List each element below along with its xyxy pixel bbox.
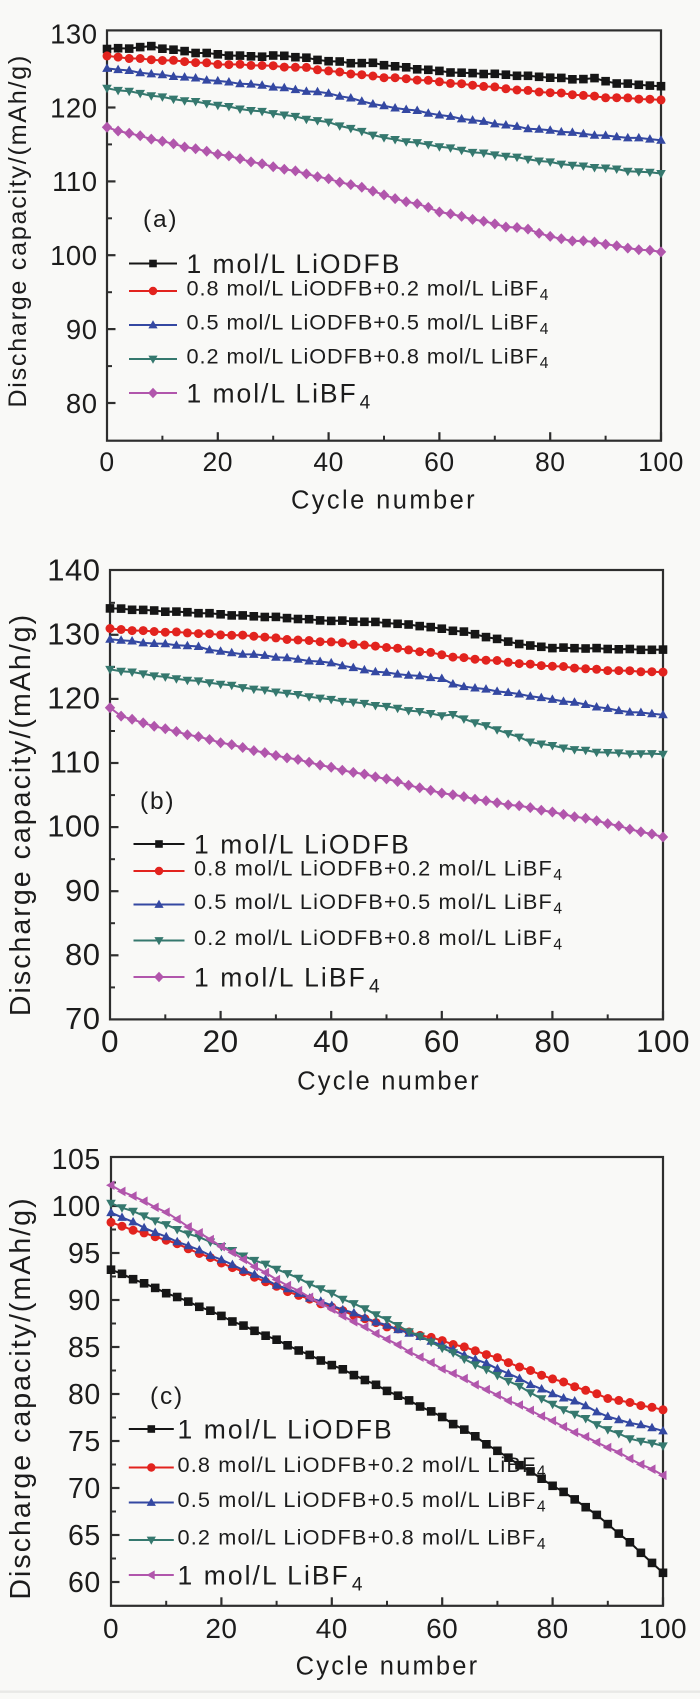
svg-text:100: 100 — [47, 809, 100, 844]
svg-text:(b): (b) — [140, 788, 175, 815]
svg-text:95: 95 — [68, 1238, 101, 1270]
svg-text:65: 65 — [68, 1520, 101, 1552]
svg-text:120: 120 — [50, 92, 97, 123]
svg-text:90: 90 — [68, 1285, 101, 1317]
svg-text:40: 40 — [313, 1023, 349, 1059]
svg-text:0: 0 — [103, 1613, 119, 1644]
svg-text:80: 80 — [66, 388, 98, 419]
svg-text:80: 80 — [537, 1613, 569, 1644]
svg-text:20: 20 — [205, 1613, 237, 1644]
svg-text:Cycle number: Cycle number — [291, 487, 477, 515]
svg-text:(c): (c) — [150, 1383, 184, 1410]
svg-text:110: 110 — [52, 166, 97, 197]
svg-text:90: 90 — [65, 873, 100, 908]
svg-text:140: 140 — [47, 552, 100, 587]
svg-text:0: 0 — [101, 1023, 119, 1059]
svg-text:1 mol/L LiBF4: 1 mol/L LiBF 4 — [194, 963, 382, 998]
svg-text:(a): (a) — [143, 206, 178, 233]
svg-text:0.5 mol/L LiODFB+0.5 mol/L LiB: 0.5 mol/L LiODFB+0.5 mol/L LiBF4 — [187, 310, 550, 339]
svg-text:0.8 mol/L LiODFB+0.2 mol/L LiB: 0.8 mol/L LiODFB+0.2 mol/L LiBF4 — [194, 856, 563, 885]
svg-text:80: 80 — [534, 1023, 570, 1059]
svg-text:Discharge capacity/(mAh/g): Discharge capacity/(mAh/g) — [5, 613, 37, 1016]
svg-text:20: 20 — [203, 1023, 239, 1059]
svg-text:80: 80 — [65, 937, 100, 972]
svg-text:Discharge capacity/(mAh/g): Discharge capacity/(mAh/g) — [5, 1196, 37, 1599]
svg-text:100: 100 — [639, 1613, 687, 1644]
svg-text:0.2 mol/L LiODFB+0.8 mol/L LiB: 0.2 mol/L LiODFB+0.8 mol/L LiBF4 — [178, 1525, 547, 1554]
svg-text:1 mol/L LiBF4: 1 mol/L LiBF 4 — [178, 1561, 365, 1596]
svg-text:90: 90 — [66, 314, 98, 345]
svg-text:70: 70 — [68, 1473, 101, 1505]
svg-text:85: 85 — [68, 1332, 101, 1364]
svg-text:60: 60 — [424, 447, 454, 477]
svg-text:110: 110 — [50, 745, 101, 780]
svg-text:40: 40 — [313, 447, 343, 477]
svg-text:Discharge capacity/(mAh/g): Discharge capacity/(mAh/g) — [4, 54, 32, 408]
svg-text:100: 100 — [636, 1023, 690, 1059]
svg-text:Cycle number: Cycle number — [297, 1068, 481, 1096]
svg-text:100: 100 — [638, 447, 684, 477]
svg-text:80: 80 — [535, 447, 565, 477]
svg-text:70: 70 — [65, 1001, 100, 1036]
svg-text:0.5 mol/L LiODFB+0.5 mol/L LiB: 0.5 mol/L LiODFB+0.5 mol/L LiBF4 — [194, 889, 563, 918]
svg-text:80: 80 — [68, 1379, 101, 1411]
svg-text:40: 40 — [316, 1613, 348, 1644]
svg-text:Cycle number: Cycle number — [296, 1653, 480, 1681]
svg-text:0.8 mol/L LiODFB+0.2 mol/L LiB: 0.8 mol/L LiODFB+0.2 mol/L LiBF4 — [187, 276, 550, 305]
svg-text:1 mol/L LiBF4: 1 mol/L LiBF 4 — [187, 379, 373, 414]
svg-text:0: 0 — [99, 447, 114, 477]
svg-text:105: 105 — [52, 1144, 101, 1176]
svg-text:100: 100 — [50, 240, 97, 271]
svg-text:130: 130 — [50, 18, 97, 49]
svg-text:0.2 mol/L LiODFB+0.8 mol/L LiB: 0.2 mol/L LiODFB+0.8 mol/L LiBF4 — [187, 344, 550, 373]
svg-text:0.2 mol/L LiODFB+0.8 mol/L LiB: 0.2 mol/L LiODFB+0.8 mol/L LiBF4 — [194, 925, 563, 954]
svg-text:1 mol/L LiODFB: 1 mol/L LiODFB — [194, 830, 411, 860]
svg-text:75: 75 — [68, 1426, 101, 1458]
svg-text:120: 120 — [47, 681, 100, 716]
svg-text:100: 100 — [52, 1191, 101, 1223]
svg-text:20: 20 — [203, 447, 233, 477]
svg-text:60: 60 — [68, 1567, 101, 1599]
svg-text:1 mol/L LiODFB: 1 mol/L LiODFB — [187, 249, 402, 279]
svg-text:60: 60 — [424, 1023, 460, 1059]
svg-text:0.8 mol/L LiODFB+0.2 mol/L LiB: 0.8 mol/L LiODFB+0.2 mol/L LiBF4 — [178, 1452, 547, 1481]
svg-text:130: 130 — [47, 616, 100, 651]
svg-text:0.5 mol/L LiODFB+0.5 mol/L LiB: 0.5 mol/L LiODFB+0.5 mol/L LiBF4 — [178, 1487, 547, 1516]
svg-text:1 mol/L LiODFB: 1 mol/L LiODFB — [178, 1415, 394, 1445]
svg-text:60: 60 — [426, 1613, 458, 1644]
